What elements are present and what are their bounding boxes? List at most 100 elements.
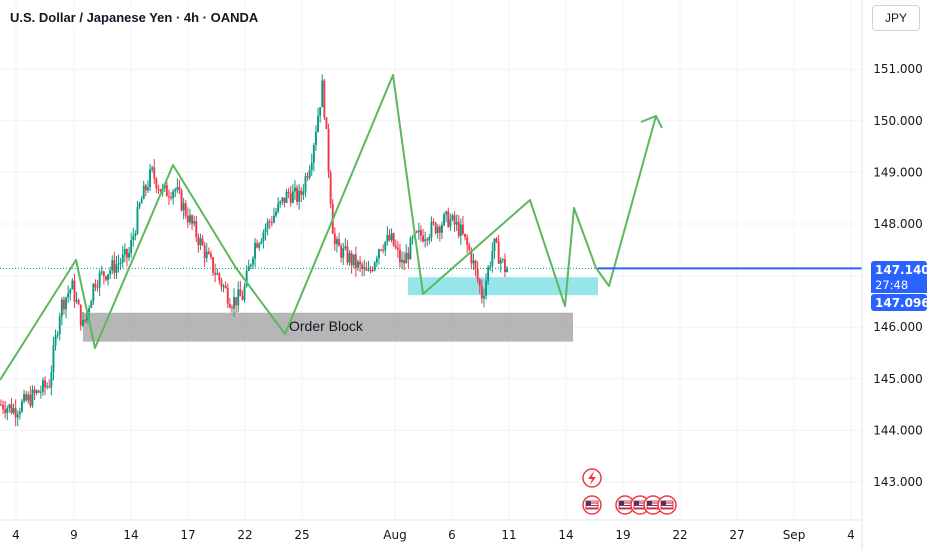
candle-body bbox=[16, 414, 19, 418]
candle-body bbox=[35, 390, 38, 394]
flag-canton bbox=[634, 501, 639, 505]
candle-body bbox=[123, 249, 126, 255]
candle-body bbox=[455, 221, 458, 225]
candle-body bbox=[58, 316, 61, 335]
candle-body bbox=[180, 190, 183, 211]
candle-body bbox=[468, 245, 471, 251]
candle-body bbox=[264, 228, 267, 233]
time-tick-label: 11 bbox=[501, 528, 516, 542]
candle-body bbox=[48, 386, 51, 388]
candle-body bbox=[287, 191, 290, 194]
candle-body bbox=[409, 238, 412, 260]
candle-body bbox=[39, 391, 42, 393]
candle-body bbox=[52, 345, 55, 373]
candle-body bbox=[193, 221, 196, 224]
candle-body bbox=[291, 191, 294, 203]
candle-body bbox=[170, 197, 172, 199]
candle-body bbox=[411, 237, 414, 239]
candle-body bbox=[388, 235, 391, 241]
candle-body bbox=[138, 203, 141, 208]
candle-body bbox=[65, 297, 67, 310]
candle-body bbox=[432, 221, 435, 223]
candle-body bbox=[46, 386, 49, 388]
price-axis[interactable]: 143.000144.000145.000146.000147.000148.0… bbox=[861, 0, 923, 550]
candle-body bbox=[115, 264, 118, 273]
candle-body bbox=[258, 243, 261, 248]
candle-body bbox=[4, 409, 7, 413]
candle-body bbox=[178, 187, 181, 191]
candle-body bbox=[420, 230, 422, 236]
us-flag-event-icon[interactable] bbox=[657, 495, 677, 515]
candle-body bbox=[310, 162, 313, 171]
time-tick-label: 22 bbox=[672, 528, 687, 542]
candle-body bbox=[392, 233, 395, 246]
candle-body bbox=[262, 232, 265, 241]
candle-body bbox=[60, 299, 63, 317]
candle-body bbox=[98, 272, 101, 288]
us-flag-event-icon[interactable] bbox=[615, 495, 635, 515]
currency-button[interactable]: JPY bbox=[872, 5, 920, 31]
candle-body bbox=[447, 211, 450, 227]
candle-body bbox=[327, 128, 330, 173]
candle-body bbox=[147, 187, 149, 191]
order-block-label: Order Block bbox=[289, 318, 364, 334]
candle-body bbox=[2, 404, 4, 410]
candle-body bbox=[506, 268, 508, 272]
candle-body bbox=[37, 390, 40, 393]
time-axis[interactable]: 4 9 14 17 22 25 Aug 6 11 14 19 22 27 Sep 4 bbox=[0, 519, 862, 542]
candle-body bbox=[94, 283, 97, 288]
candle-body bbox=[306, 176, 309, 178]
candle-body bbox=[485, 280, 487, 296]
time-tick-label: 25 bbox=[294, 528, 309, 542]
candle-body bbox=[21, 401, 23, 412]
candle-body bbox=[396, 247, 399, 250]
us-flag-event-icon[interactable] bbox=[582, 495, 602, 515]
price-tick-label: 149.000 bbox=[873, 165, 923, 179]
time-tick-label: 14 bbox=[558, 528, 573, 542]
candle-body bbox=[375, 258, 378, 263]
us-flag-event-icon[interactable] bbox=[643, 495, 663, 515]
candle-body bbox=[191, 215, 193, 224]
candle-body bbox=[283, 197, 286, 203]
candle-body bbox=[205, 251, 208, 259]
candle-body bbox=[168, 196, 170, 198]
time-tick-label: 27 bbox=[729, 528, 744, 542]
candle-body bbox=[466, 237, 469, 246]
candle-body bbox=[281, 197, 284, 202]
candle-body bbox=[203, 245, 206, 259]
candle-body bbox=[102, 271, 105, 277]
candle-body bbox=[279, 201, 282, 204]
candle-body bbox=[31, 389, 34, 406]
candle-body bbox=[405, 252, 408, 264]
last-price-value: 147.140 bbox=[875, 263, 930, 277]
candle-body bbox=[350, 253, 353, 266]
economic-events[interactable] bbox=[582, 468, 677, 515]
candle-body bbox=[165, 185, 168, 197]
chart-grid bbox=[0, 0, 862, 520]
candle-body bbox=[436, 226, 439, 234]
time-tick-label: 4 bbox=[12, 528, 20, 542]
candle-body bbox=[504, 259, 506, 272]
candle-body bbox=[294, 187, 296, 192]
candle-body bbox=[289, 193, 292, 203]
candle-body bbox=[470, 250, 473, 264]
candle-body bbox=[107, 274, 109, 280]
candle-body bbox=[113, 260, 116, 273]
candle-body bbox=[23, 394, 25, 402]
candle-body bbox=[390, 233, 393, 241]
candle-body bbox=[489, 265, 492, 268]
candle-body bbox=[81, 319, 84, 326]
candle-body bbox=[126, 249, 128, 258]
candle-body bbox=[159, 189, 162, 192]
candle-body bbox=[487, 267, 490, 281]
candle-body bbox=[71, 280, 74, 290]
candle-body bbox=[92, 283, 95, 302]
candle-body bbox=[422, 235, 424, 242]
lightning-event-icon[interactable] bbox=[582, 468, 602, 488]
chart-zones: Order Block bbox=[83, 277, 598, 342]
candle-body bbox=[260, 240, 263, 244]
candle-body bbox=[144, 185, 147, 191]
candle-body bbox=[445, 211, 448, 215]
candle-body bbox=[186, 215, 189, 223]
